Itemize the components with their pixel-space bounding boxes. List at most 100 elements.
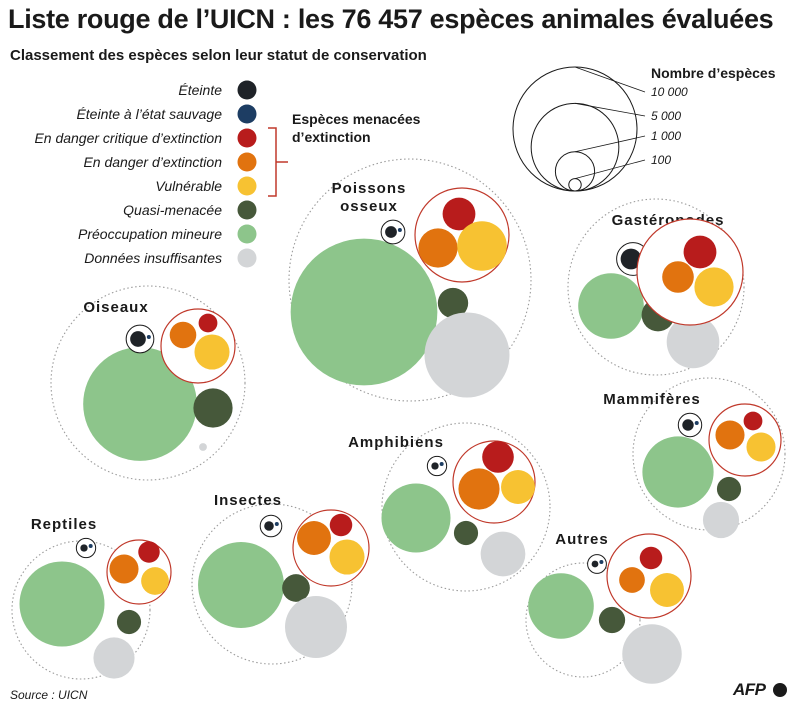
legend-label-danger: En danger d’extinction — [83, 154, 222, 170]
group-0-label-1: osseux — [340, 198, 398, 215]
group-4: Amphibiens — [348, 422, 551, 592]
group-6-bubble-insuffisantes — [93, 637, 135, 679]
page-title: Liste rouge de l’UICN : les 76 457 espèc… — [8, 4, 774, 34]
group-6-bubble-danger — [109, 554, 139, 584]
group-5-bubble-mineure — [198, 542, 284, 628]
group-1-bubble-vulnerable — [694, 267, 734, 307]
group-2-bubble-insuffisantes — [199, 443, 207, 451]
group-7-bubble-insuffisantes — [622, 624, 682, 684]
group-5-bubble-vulnerable — [329, 539, 365, 575]
group-0-bubble-danger — [418, 228, 458, 268]
group-3-bubble-mineure — [642, 436, 714, 508]
group-5-bubble-danger — [297, 521, 331, 555]
legend-swatch-insuffisantes — [237, 248, 257, 268]
scale-label-0: 10 000 — [651, 85, 688, 99]
scale-leader-0 — [574, 66, 646, 93]
group-3-bubble-danger — [715, 420, 745, 450]
scale-label-2: 1 000 — [651, 129, 681, 143]
group-2: Oiseaux — [50, 285, 246, 481]
legend-swatch-eteinte — [237, 80, 257, 100]
legend-swatch-vulnerable — [237, 176, 257, 196]
group-3: Mammifères — [603, 377, 786, 539]
scale-label-3: 100 — [651, 153, 671, 167]
group-7-bubble-mineure — [528, 573, 594, 639]
group-0-bubble-eteinte-sauvage — [397, 228, 402, 232]
group-1-bubble-danger — [662, 261, 694, 293]
group-2-bubble-vulnerable — [194, 334, 230, 370]
group-5-bubble-eteinte-sauvage — [274, 522, 279, 526]
species-groups: PoissonsosseuxGastéropodesOiseauxMammifè… — [11, 158, 786, 684]
group-7-label-0: Autres — [555, 531, 609, 548]
scale-circle-0 — [512, 66, 638, 192]
group-0-bubble-vulnerable — [457, 221, 507, 271]
group-0-bubble-insuffisantes — [424, 312, 510, 398]
group-4-bubble-critique — [482, 441, 514, 473]
group-5-bubble-critique — [329, 513, 353, 537]
group-3-bubble-insuffisantes — [702, 501, 740, 539]
legend-swatch-mineure — [237, 224, 257, 244]
group-7-threat-ring — [606, 533, 692, 619]
legend-label-mineure: Préoccupation mineure — [78, 226, 222, 242]
group-3-bubble-eteinte-sauvage — [694, 421, 699, 425]
group-2-bubble-eteinte-sauvage — [146, 335, 151, 339]
group-4-bubble-eteinte — [431, 462, 439, 470]
legend-label-critique: En danger critique d’extinction — [34, 130, 222, 146]
group-6-bubble-mineure — [19, 561, 105, 647]
group-3-bubble-eteinte — [682, 419, 694, 431]
group-3-bubble-critique — [743, 411, 763, 431]
threatened-label-line2: d’extinction — [292, 129, 371, 145]
page-subtitle: Classement des espèces selon leur statut… — [10, 47, 427, 64]
threatened-label-line1: Espèces menacées — [292, 111, 421, 127]
group-5-bubble-quasi — [282, 574, 310, 602]
scale-circle-1 — [530, 102, 620, 192]
group-1: Gastéropodes — [567, 198, 745, 376]
group-7-bubble-critique — [639, 546, 663, 570]
group-6: Reptiles — [11, 516, 172, 680]
group-4-label-0: Amphibiens — [348, 434, 444, 451]
source-note: Source : UICN — [10, 688, 88, 702]
group-6-bubble-eteinte — [80, 544, 88, 552]
legend-label-insuffisantes: Données insuffisantes — [84, 250, 222, 266]
group-6-bubble-critique — [138, 541, 160, 563]
legend-label-eteinte: Éteinte — [178, 82, 222, 98]
group-7-bubble-quasi — [598, 606, 626, 634]
group-0-bubble-eteinte — [385, 226, 397, 238]
group-0-bubble-mineure — [290, 238, 438, 386]
scale-label-1: 5 000 — [651, 109, 681, 123]
scale-title: Nombre d’espèces — [651, 65, 776, 81]
group-5-bubble-insuffisantes — [285, 596, 347, 658]
group-0-bubble-quasi — [437, 287, 469, 319]
scale-leader-2 — [574, 135, 646, 153]
legend-label-vulnerable: Vulnérable — [155, 178, 222, 194]
group-5-label-0: Insectes — [214, 492, 282, 509]
group-7-bubble-eteinte-sauvage — [599, 560, 604, 564]
group-6-label-0: Reptiles — [31, 516, 97, 533]
group-2-bubble-eteinte — [130, 331, 146, 347]
legend-swatch-quasi — [237, 200, 257, 220]
group-2-bubble-quasi — [193, 388, 233, 428]
group-4-bubble-mineure — [381, 483, 451, 553]
afp-logo-mark — [773, 683, 787, 697]
group-4-bubble-vulnerable — [501, 470, 535, 504]
legend-swatch-danger — [237, 152, 257, 172]
group-2-bubble-mineure — [83, 347, 197, 461]
group-4-bubble-eteinte-sauvage — [439, 462, 444, 466]
group-4-bubble-insuffisantes — [480, 531, 526, 577]
group-6-bubble-quasi — [116, 609, 142, 635]
group-3-label-0: Mammifères — [603, 391, 701, 408]
scale-circle-3 — [568, 178, 582, 192]
scale-circle-2 — [554, 151, 596, 192]
legend: Éteinte Éteinte à l’état sauvage En danger… — [34, 80, 421, 268]
group-3-bubble-vulnerable — [746, 432, 776, 462]
group-7-bubble-danger — [619, 567, 645, 593]
scale-leader-3 — [574, 159, 646, 179]
group-0-label-0: Poissons — [332, 180, 407, 197]
group-6-bubble-vulnerable — [141, 567, 169, 595]
group-1-bubble-critique — [683, 235, 717, 269]
group-7-bubble-eteinte — [591, 560, 599, 568]
group-4-bubble-quasi — [453, 520, 479, 546]
group-7-bubble-vulnerable — [650, 573, 684, 607]
group-2-bubble-critique — [198, 313, 218, 333]
